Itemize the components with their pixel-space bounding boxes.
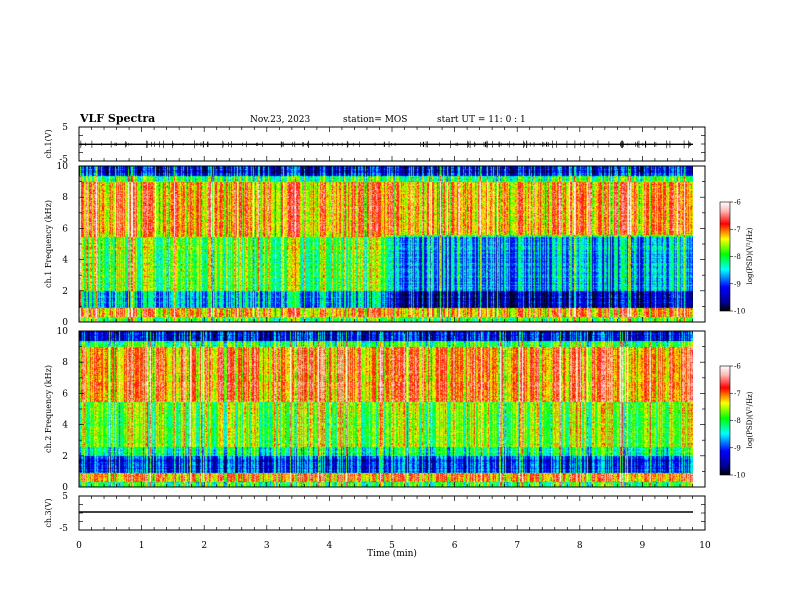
colorbar-tick-label: -8 xyxy=(734,253,741,261)
colorbar-tick-label: -6 xyxy=(734,363,741,371)
ch2-colorbar-gradient xyxy=(719,365,731,476)
x-tick-label: 3 xyxy=(264,541,270,551)
colorbar-tick-label: -8 xyxy=(734,417,741,425)
x-tick-label: 6 xyxy=(452,541,458,551)
ch1-colorbar-label: log(PSD)(V²/Hz) xyxy=(746,227,754,284)
figure-title: VLF Spectra xyxy=(79,112,155,125)
freq-tick-label: 10 xyxy=(57,162,69,172)
ch3-voltage-ylabel: ch.3(V) xyxy=(44,498,53,527)
ch1-waveform xyxy=(78,140,693,149)
colorbar-tick-label: -10 xyxy=(734,308,745,316)
ch1-freq-ylabel: ch.1 Frequency (kHz) xyxy=(44,200,53,288)
ch1-voltage-ylabel: ch.1(V) xyxy=(44,129,53,158)
station-label: station= MOS xyxy=(343,115,407,125)
ch1-ytick-bottom: -5 xyxy=(59,155,68,165)
ch2-freq-ylabel: ch.2 Frequency (kHz) xyxy=(44,365,53,453)
x-tick-label: 10 xyxy=(699,541,711,551)
x-tick-label: 8 xyxy=(577,541,583,551)
x-tick-label: 9 xyxy=(640,541,646,551)
ch2-spectrogram xyxy=(79,331,693,487)
freq-tick-label: 10 xyxy=(57,327,69,337)
freq-tick-label: 8 xyxy=(62,358,68,368)
ch3-voltage-panel xyxy=(78,495,706,531)
ch2-colorbar-ticks: -6 -7 -8 -9 -10 xyxy=(730,363,745,480)
axis-ticks xyxy=(78,126,706,531)
freq-tick-label: 0 xyxy=(62,483,68,493)
freq-tick-label: 0 xyxy=(62,318,68,328)
x-tick-label: 5 xyxy=(389,541,395,551)
x-tick-labels: 0 1 2 3 4 5 6 7 8 9 10 xyxy=(76,541,711,551)
freq-tick-label: 6 xyxy=(62,389,68,399)
colorbar-tick-label: -9 xyxy=(734,444,741,452)
x-tick-label: 0 xyxy=(76,541,82,551)
colorbar-tick-label: -9 xyxy=(734,280,741,288)
freq-tick-label: 6 xyxy=(62,224,68,234)
ch2-colorbar: -6 -7 -8 -9 -10 log(PSD)(V²/Hz) xyxy=(719,363,754,480)
ch1-colorbar-ticks: -6 -7 -8 -9 -10 xyxy=(730,199,745,316)
colorbar-tick-label: -7 xyxy=(734,390,741,398)
colorbar-tick-label: -6 xyxy=(734,199,741,207)
colorbar-tick-label: -7 xyxy=(734,226,741,234)
ch1-ytick-top: 5 xyxy=(62,123,68,133)
ch2-spectrogram-image xyxy=(79,331,693,487)
freq-tick-label: 2 xyxy=(62,287,68,297)
ch1-freq-tick-labels: 0 2 4 6 8 10 xyxy=(57,162,69,328)
x-tick-label: 2 xyxy=(201,541,207,551)
ch1-spectrogram-image xyxy=(79,166,693,322)
x-tick-label: 4 xyxy=(327,541,333,551)
ch3-ytick-bottom: -5 xyxy=(59,524,68,534)
start-time-label: start UT = 11: 0 : 1 xyxy=(437,115,526,125)
x-tick-label: 1 xyxy=(139,541,145,551)
x-tick-label: 7 xyxy=(514,541,520,551)
ch1-colorbar-gradient xyxy=(719,201,731,312)
ch2-colorbar-label: log(PSD)(V²/Hz) xyxy=(746,391,754,448)
ch1-colorbar: -6 -7 -8 -9 -10 log(PSD)(V²/Hz) xyxy=(719,199,754,316)
freq-tick-label: 2 xyxy=(62,452,68,462)
x-axis-label: Time (min) xyxy=(367,548,417,559)
ch2-freq-tick-labels: 0 2 4 6 8 10 xyxy=(57,327,69,493)
freq-tick-label: 4 xyxy=(62,421,68,431)
date-label: Nov.23, 2023 xyxy=(250,115,311,125)
ch1-spectrogram xyxy=(79,166,693,322)
freq-tick-label: 4 xyxy=(62,256,68,266)
colorbar-tick-label: -10 xyxy=(734,472,745,480)
ch3-ytick-top: 5 xyxy=(62,492,68,502)
freq-tick-label: 8 xyxy=(62,193,68,203)
